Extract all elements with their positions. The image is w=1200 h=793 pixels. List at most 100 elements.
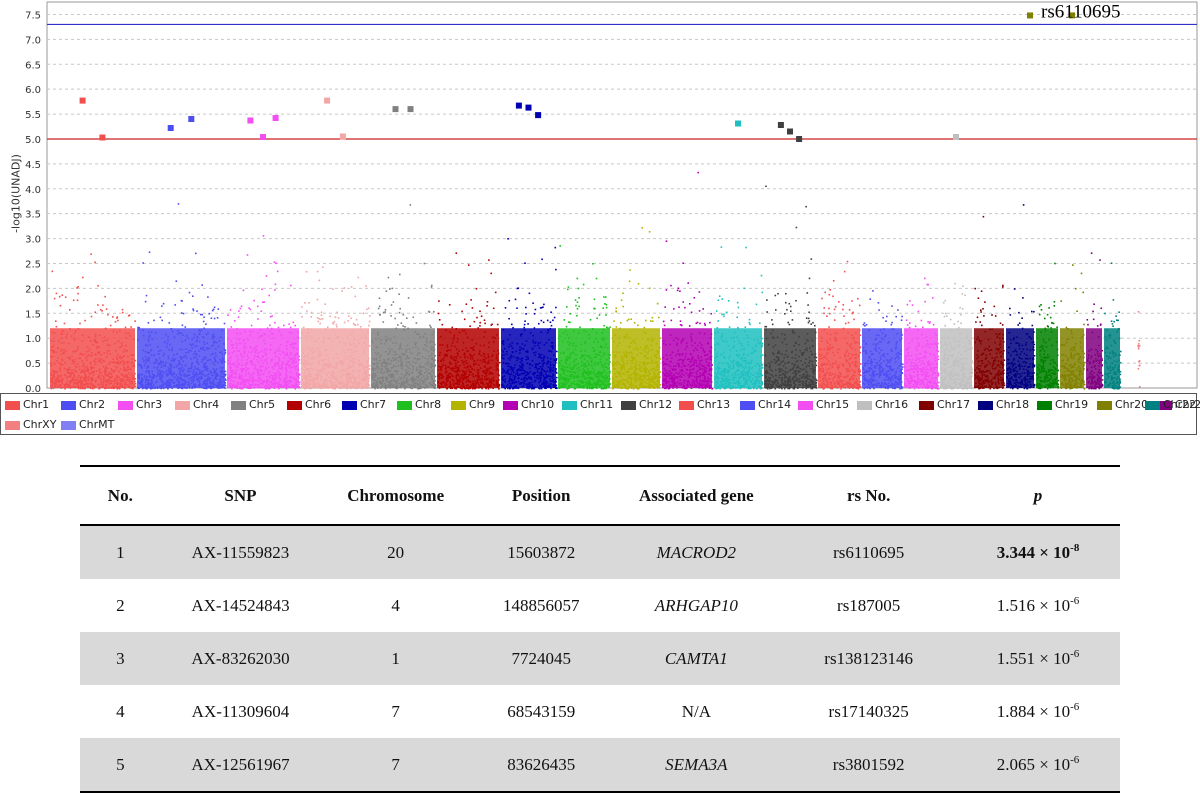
snp-point xyxy=(603,325,605,327)
snp-point xyxy=(324,303,326,305)
snp-point xyxy=(56,293,58,295)
snp-point xyxy=(301,306,303,308)
snp-point xyxy=(479,322,481,324)
snp-point xyxy=(264,301,266,303)
snp-point xyxy=(174,304,176,306)
snp-point xyxy=(270,316,272,318)
snp-point xyxy=(241,306,243,308)
snp-point xyxy=(470,299,472,301)
snp-point xyxy=(547,320,549,322)
snp-point xyxy=(524,324,526,326)
snp-point xyxy=(603,296,605,298)
snp-point xyxy=(446,388,448,390)
snp-point xyxy=(142,388,144,390)
snp-point xyxy=(311,312,313,314)
y-tick-label: 7.5 xyxy=(25,10,41,21)
snp-point xyxy=(570,313,572,315)
snp-point xyxy=(469,325,471,327)
snp-point xyxy=(91,316,93,318)
snp-point xyxy=(551,325,553,327)
snp-point xyxy=(507,238,509,240)
snp-point xyxy=(261,288,263,290)
snp-point xyxy=(218,308,220,310)
y-tick-label: 3.0 xyxy=(25,235,41,246)
snp-point xyxy=(402,325,404,327)
y-tick-label: 0.0 xyxy=(25,384,41,393)
y-tick-label: 6.0 xyxy=(25,85,41,96)
snp-point xyxy=(106,308,108,310)
snp-point xyxy=(107,314,109,316)
snp-point xyxy=(379,297,381,299)
snp-point xyxy=(555,269,557,271)
snp-point xyxy=(145,301,147,303)
snp-point xyxy=(479,325,481,327)
snp-point xyxy=(567,289,569,291)
snp-point xyxy=(413,317,415,319)
snp-point xyxy=(348,315,350,317)
snp-point xyxy=(390,315,392,317)
snp-point xyxy=(399,274,401,276)
snp-point xyxy=(100,309,102,311)
snp-point xyxy=(203,316,205,318)
snp-point xyxy=(79,323,81,325)
snp-point xyxy=(578,306,580,308)
snp-point xyxy=(487,301,489,303)
snp-point xyxy=(338,317,340,319)
snp-point xyxy=(344,322,346,324)
snp-point xyxy=(379,314,381,316)
snp-point xyxy=(286,388,288,390)
snp-point xyxy=(117,316,119,318)
snp-point xyxy=(490,273,492,275)
snp-point xyxy=(306,271,308,273)
snp-point xyxy=(56,326,58,328)
snp-point xyxy=(603,307,605,309)
snp-point xyxy=(201,284,203,286)
snp-density-band xyxy=(371,328,435,388)
snp-point xyxy=(358,277,360,279)
snp-point xyxy=(250,309,252,311)
snp-point xyxy=(196,310,198,312)
snp-point xyxy=(550,321,552,323)
snp-point xyxy=(555,247,557,249)
snp-point xyxy=(195,253,197,255)
snp-point xyxy=(214,318,216,320)
snp-point xyxy=(391,304,393,306)
snp-point xyxy=(241,388,243,390)
snp-point xyxy=(274,289,276,291)
snp-point xyxy=(541,307,543,309)
snp-point xyxy=(64,388,66,390)
snp-point xyxy=(52,271,54,273)
snp-point xyxy=(135,383,137,385)
snp-point xyxy=(274,261,276,263)
snp-point xyxy=(102,304,104,306)
snp-point xyxy=(541,320,543,322)
snp-point xyxy=(399,312,401,314)
snp-point xyxy=(525,307,527,309)
snp-point xyxy=(208,313,210,315)
snp-point xyxy=(541,259,543,261)
y-tick-label: 6.5 xyxy=(25,60,41,71)
snp-point xyxy=(163,303,165,305)
snp-point xyxy=(606,307,608,309)
snp-point xyxy=(575,305,577,307)
snp-point xyxy=(257,318,259,320)
snp-point xyxy=(59,296,61,298)
snp-point xyxy=(212,310,214,312)
snp-point xyxy=(112,316,114,318)
snp-point xyxy=(322,318,324,320)
snp-point xyxy=(322,266,324,268)
snp-point xyxy=(424,263,426,265)
snp-point xyxy=(299,373,301,375)
snp-point xyxy=(306,310,308,312)
snp-point xyxy=(319,323,321,325)
snp-point xyxy=(552,320,554,322)
snp-point xyxy=(596,278,598,280)
snp-point xyxy=(535,309,537,311)
y-tick-label: 7.0 xyxy=(25,35,41,46)
snp-point xyxy=(594,299,596,301)
snp-point xyxy=(271,315,273,317)
snp-density-band xyxy=(437,328,499,388)
snp-point xyxy=(512,388,514,390)
snp-point xyxy=(369,321,371,323)
snp-point xyxy=(214,307,216,309)
